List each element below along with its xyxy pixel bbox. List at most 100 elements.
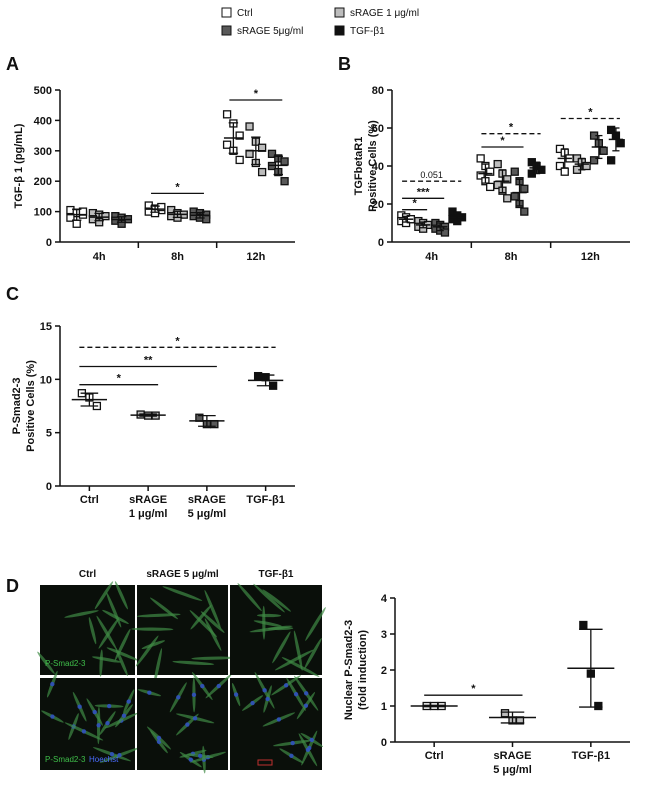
data-point [101,212,110,221]
cell [153,648,162,685]
y-tick-label: 10 [40,374,52,386]
cell [249,625,293,633]
y-tick-label: 5 [46,428,52,440]
y-axis-label: TGFbetaR1 [353,137,365,196]
y-tick-label: 3 [381,629,387,641]
cell [200,611,225,633]
nucleus [126,699,131,704]
cell [131,627,174,631]
legend-swatch [334,7,345,18]
y-tick-label: 80 [372,85,384,97]
cell [304,637,322,669]
micrograph [40,585,135,675]
data-point [476,171,485,180]
cell [274,649,314,671]
cell [136,613,181,618]
nucleus [106,703,112,709]
significance-label: * [588,107,593,119]
nucleus [185,722,190,727]
significance-label: *** [417,186,431,198]
nucleus [289,753,294,759]
x-tick-label: 4h [93,251,106,263]
y-tick-label: 500 [34,85,52,97]
data-point [579,620,588,630]
x-tick-label: 12h [581,251,600,263]
cell [262,589,291,612]
data-point [599,146,608,155]
data-point [520,207,529,216]
y-axis-label: Nuclear P-Smad2-3 [343,620,355,720]
data-point [157,202,166,212]
nucleus [81,729,87,734]
nucleus [192,716,198,721]
stain-label: P-Smad2-3 [45,659,86,668]
y-tick-label: 200 [34,176,52,188]
legend-label: TGF-β1 [350,26,385,37]
image-column-label: TGF-β1 [259,569,294,580]
nucleus [309,737,314,743]
y-axis-label: TGF-β 1 (pg/mL) [13,123,25,208]
cell [272,631,291,664]
significance-label: * [412,198,417,210]
x-tick-label: TGF-β1 [246,494,285,506]
y-tick-label: 100 [34,207,52,219]
significance-label: * [500,135,505,147]
data-point [537,165,546,174]
y-axis-label: Positive Cells (%) [25,360,37,452]
significance-label: * [175,335,180,347]
x-tick-label: sRAGE [494,750,532,762]
significance-label: * [509,122,514,134]
data-point [267,149,277,158]
y-tick-label: 0 [46,481,52,493]
data-point [486,167,495,176]
nucleus [250,700,255,706]
nucleus [109,752,115,757]
legend-swatch [221,7,232,18]
scale-bar [257,759,273,766]
x-tick-label: 8h [505,251,518,263]
data-point [280,177,289,186]
stain-label: Hoechst [89,755,119,764]
x-tick-label: 12h [246,251,265,263]
significance-label: * [117,373,122,385]
cell [305,607,326,641]
cell [94,581,114,610]
x-tick-label: sRAGE [129,494,167,506]
data-point [589,156,599,165]
significance-label: * [471,683,476,695]
data-point [280,157,289,166]
data-point [606,125,616,135]
cell [141,640,166,650]
data-point [72,219,81,228]
nucleus [188,757,193,762]
cell [253,620,282,627]
cell [191,656,235,660]
data-point [202,215,211,224]
data-point [253,371,263,381]
y-axis-label: Positive Cells (%) [367,120,379,212]
y-tick-label: 300 [34,146,52,158]
cell [162,586,203,601]
cell [190,604,212,630]
nucleus [283,683,289,688]
data-point [503,194,512,203]
x-tick-label: sRAGE [188,494,226,506]
legend-label: sRAGE 1 μg/ml [350,8,419,19]
nucleus [176,695,181,700]
y-axis-label: (fold induction) [357,630,369,710]
y-tick-label: 400 [34,115,52,127]
cell [115,647,128,676]
data-point [235,155,244,165]
data-point [616,139,625,148]
data-point [555,161,565,171]
stain-label: P-Smad2-3 [45,755,86,764]
y-tick-label: 0 [381,737,387,749]
nucleus [233,692,239,697]
x-tick-label: 1 μg/ml [129,508,168,520]
x-tick-label: 5 μg/ml [188,508,227,520]
panel-letter: C [6,284,19,304]
nucleus [216,683,221,689]
nucleus [276,717,282,722]
panel-letter: A [6,54,19,74]
data-point [503,175,512,184]
